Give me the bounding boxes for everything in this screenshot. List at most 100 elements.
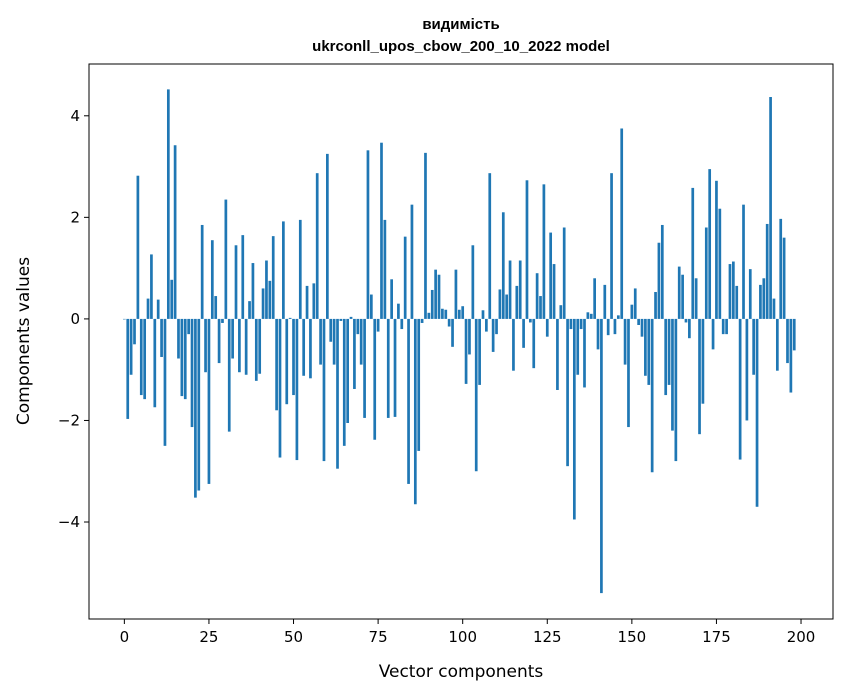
bar-197 <box>789 318 793 393</box>
bar-41 <box>261 288 265 319</box>
bar-184 <box>745 318 749 421</box>
bar-37 <box>248 301 251 319</box>
bar-95 <box>444 309 448 319</box>
bar-149 <box>627 318 630 428</box>
bar-190 <box>765 223 769 319</box>
bar-56 <box>312 283 316 319</box>
bar-173 <box>708 169 712 319</box>
bar-117 <box>518 260 522 319</box>
bar-10 <box>156 299 160 319</box>
x-axis-label: Vector components <box>379 662 544 682</box>
bar-121 <box>532 318 536 369</box>
bar-99 <box>457 309 461 319</box>
bar-1 <box>126 318 130 419</box>
y-tick-label: −4 <box>58 513 80 531</box>
bar-139 <box>593 278 596 319</box>
y-tick-label: 2 <box>70 208 80 226</box>
bar-46 <box>278 318 282 458</box>
bar-166 <box>684 318 688 323</box>
bar-168 <box>691 187 695 319</box>
bar-165 <box>681 274 684 319</box>
bar-159 <box>660 224 664 319</box>
bar-114 <box>508 260 512 319</box>
bar-111 <box>498 289 502 319</box>
bar-145 <box>613 318 617 335</box>
bar-175 <box>715 180 718 319</box>
bar-109 <box>491 318 495 352</box>
bar-120 <box>529 318 532 323</box>
bar-160 <box>664 318 668 396</box>
bar-33 <box>234 245 238 319</box>
bar-129 <box>559 305 563 319</box>
bar-98 <box>454 269 458 319</box>
bar-68 <box>353 318 356 389</box>
bar-53 <box>302 318 306 376</box>
bar-13 <box>166 89 170 319</box>
bar-54 <box>305 285 309 319</box>
bar-57 <box>315 173 319 319</box>
bar-26 <box>210 240 214 319</box>
bar-185 <box>748 269 752 319</box>
bar-178 <box>725 318 728 335</box>
bar-143 <box>606 318 610 336</box>
bar-174 <box>711 318 715 350</box>
bar-64 <box>339 318 343 321</box>
bar-67 <box>349 316 353 319</box>
bar-31 <box>227 318 231 432</box>
bar-164 <box>677 266 681 319</box>
bar-104 <box>474 318 478 472</box>
bar-3 <box>133 318 136 345</box>
bar-107 <box>485 318 488 332</box>
bar-74 <box>373 318 377 440</box>
y-axis-label: Components values <box>14 257 34 425</box>
bar-47 <box>282 221 285 319</box>
bar-180 <box>732 261 735 319</box>
bar-123 <box>539 296 542 319</box>
bar-106 <box>481 310 485 319</box>
bar-152 <box>637 318 640 325</box>
bar-155 <box>647 318 651 385</box>
bars-group <box>123 89 796 594</box>
bar-70 <box>359 318 363 365</box>
bar-92 <box>434 269 437 319</box>
bar-105 <box>478 318 481 385</box>
bar-124 <box>542 184 546 319</box>
bar-172 <box>704 227 708 319</box>
y-tick-label: 4 <box>70 107 80 125</box>
bar-79 <box>390 279 393 319</box>
x-tick-label: 50 <box>284 628 303 646</box>
bar-35 <box>241 235 245 319</box>
bar-125 <box>545 318 549 337</box>
bar-66 <box>346 318 350 423</box>
bar-177 <box>721 318 725 335</box>
bar-77 <box>383 219 387 319</box>
bar-83 <box>403 236 407 319</box>
bar-140 <box>596 318 600 350</box>
bar-2 <box>129 318 133 375</box>
y-tick-label: −2 <box>58 411 80 429</box>
bar-39 <box>254 318 258 381</box>
bar-6 <box>143 318 147 400</box>
bar-23 <box>200 224 204 319</box>
x-tick-label: 75 <box>369 628 388 646</box>
bar-28 <box>217 318 221 364</box>
x-tick-label: 125 <box>533 628 562 646</box>
bar-43 <box>268 280 272 319</box>
bar-16 <box>177 318 180 359</box>
bar-76 <box>380 142 383 319</box>
bar-94 <box>441 308 444 319</box>
bar-151 <box>633 288 637 319</box>
bar-191 <box>769 97 772 319</box>
bar-36 <box>244 318 248 375</box>
bar-14 <box>170 279 174 319</box>
bar-81 <box>397 303 400 319</box>
bar-96 <box>447 318 451 327</box>
bar-8 <box>150 254 153 319</box>
bar-17 <box>180 318 184 397</box>
bar-131 <box>566 318 569 467</box>
bar-4 <box>136 175 140 319</box>
bar-130 <box>562 227 566 319</box>
bar-163 <box>674 318 678 462</box>
bar-136 <box>583 318 586 388</box>
bar-65 <box>342 318 346 446</box>
